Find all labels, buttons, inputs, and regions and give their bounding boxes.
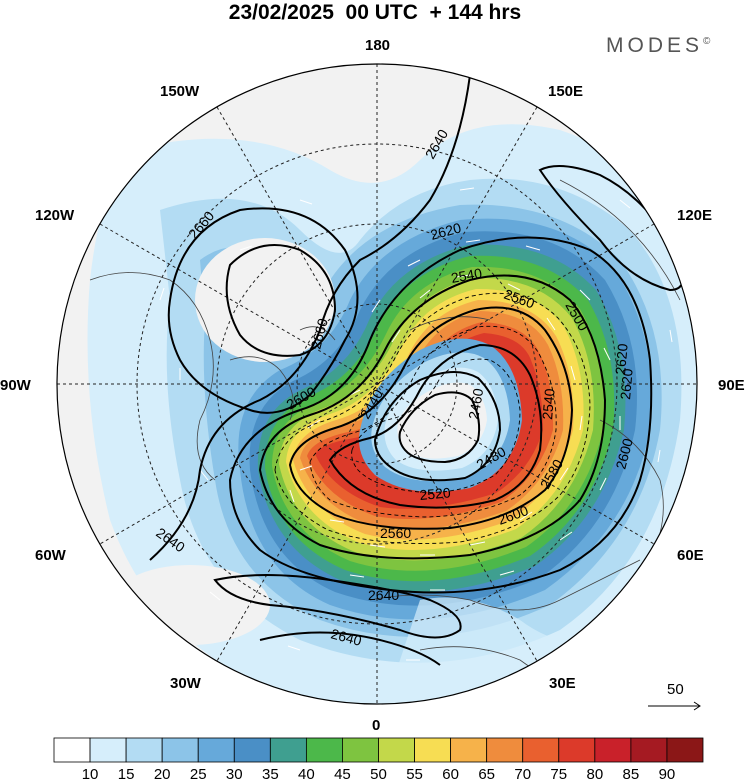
colorbar-swatch [125, 737, 163, 763]
coast-europe [369, 559, 641, 611]
colorbar-swatch [197, 737, 235, 763]
lon-label-150w: 150W [160, 83, 200, 100]
colorbar-swatch [486, 737, 524, 763]
colorbar-swatch [378, 737, 415, 763]
colorbar-swatch [53, 737, 91, 763]
contour-2580 [258, 274, 607, 560]
contour-2640-south [213, 574, 462, 639]
colorbar-swatch [414, 737, 452, 763]
colorbar-swatch [522, 737, 560, 763]
brand-name: MODES [606, 34, 704, 57]
contour-label-4: 2540 [450, 265, 484, 286]
map-disc: 2640 2660 2620 2540 2560 2500 2660 2600 … [57, 64, 697, 704]
colorbar-tick-label: 90 [659, 766, 676, 782]
graticule [57, 64, 697, 704]
lon-label-150e: 150E [548, 83, 583, 100]
lon-label-60e: 60E [677, 547, 704, 564]
contour-2520 [309, 325, 557, 518]
colorbar-tick-label: 70 [514, 766, 531, 782]
contour-label-12: 2620 [617, 368, 636, 401]
vector-arrows [289, 239, 621, 591]
colorbar-swatch [89, 737, 127, 763]
lon-label-90w: 90W [0, 377, 32, 394]
lon-label-90e: 90E [718, 377, 745, 394]
colorbar-swatch [161, 737, 199, 763]
meridian-120e-60w [99, 223, 655, 545]
colorbar-tick-label: 25 [190, 766, 207, 782]
contour-2620 [228, 236, 653, 594]
height-contours [149, 74, 685, 666]
longitude-labels: 180 150W 150E 120W 120E 90W 90E 60W 60E … [0, 37, 745, 734]
coast-america [89, 272, 216, 481]
inner-low-land [397, 382, 487, 459]
thin-contours [274, 292, 591, 544]
colorbar-swatch [342, 737, 379, 763]
lon-label-30w: 30W [170, 675, 202, 692]
colorbar-tick-label: 75 [550, 766, 567, 782]
colorbar-tick-label: 65 [478, 766, 495, 782]
map-title: 23/02/2025 00 UTC + 144 hrs [228, 1, 522, 24]
colorbar-swatch [630, 737, 668, 763]
copyright-mark: © [703, 36, 711, 47]
contour-2640-sw [259, 631, 441, 666]
coast-canada-islands [299, 326, 336, 341]
contour-2540 [288, 306, 574, 530]
colorbar-tick-label: 30 [226, 766, 243, 782]
contour-2500 [328, 343, 543, 509]
contour-label-15: 2520 [419, 484, 452, 503]
colorbar-swatch [594, 737, 632, 763]
contour-2640-west [149, 74, 471, 561]
colorbar: 10 15 20 25 30 35 40 45 50 55 60 65 70 75 80 85 90 [53, 737, 704, 782]
colorbar-swatch [450, 737, 488, 763]
contour-label-10: 2460 [465, 387, 486, 421]
colorbar-tick-label: 40 [298, 766, 315, 782]
lon-label-30e: 30E [549, 675, 576, 692]
contour-label-7: 2660 [307, 316, 331, 350]
contour-label-21: 2640 [329, 625, 363, 649]
lon-label-120e: 120E [677, 207, 712, 224]
contour-2480 [351, 358, 521, 493]
colorbar-swatch [666, 737, 704, 763]
contour-2440 [398, 391, 481, 464]
colorbar-tick-label: 55 [406, 766, 423, 782]
colorbar-tick-label: 50 [370, 766, 387, 782]
colorbar-swatch [558, 737, 596, 763]
colorbar-tick-label: 20 [154, 766, 171, 782]
lon-label-0: 0 [372, 717, 380, 734]
contour-label-22: 2620 [612, 343, 631, 376]
contour-label-17: 2560 [380, 525, 411, 541]
lon-label-180: 180 [365, 37, 390, 54]
colorbar-tick-label: 15 [118, 766, 135, 782]
reference-vector-head [693, 701, 701, 711]
colorbar-swatch [269, 737, 307, 763]
contour-2660-inner [225, 244, 337, 357]
lon-label-120w: 120W [35, 207, 75, 224]
contour-label-18: 2600 [612, 436, 636, 470]
nw-low-land [195, 238, 335, 362]
colorbar-tick-label: 10 [82, 766, 99, 782]
colorbar-tick-label: 35 [262, 766, 279, 782]
sw-land [110, 565, 270, 645]
colorbar-tick-label: 80 [586, 766, 603, 782]
wind-speed-shading [87, 124, 697, 704]
coast-asia-east [559, 179, 681, 301]
contour-2460 [373, 371, 502, 482]
colorbar-tick-label: 45 [334, 766, 351, 782]
colorbar-tick-label: 85 [623, 766, 640, 782]
contour-label-20: 2640 [368, 587, 399, 603]
colorbar-swatch [233, 737, 271, 763]
brand-logo: MODES© [606, 34, 710, 58]
contour-label-11: 2540 [539, 388, 558, 421]
reference-vector: 50 [648, 681, 701, 711]
reference-vector-label: 50 [667, 681, 684, 698]
lat-circle-80 [296, 303, 458, 465]
lon-label-60w: 60W [35, 547, 67, 564]
contour-2560 [274, 292, 591, 544]
contour-2660 [167, 207, 359, 414]
colorbar-tick-label: 60 [442, 766, 459, 782]
map-border [56, 63, 698, 705]
colorbar-swatch [305, 737, 343, 763]
contour-label-3: 2620 [429, 219, 463, 243]
